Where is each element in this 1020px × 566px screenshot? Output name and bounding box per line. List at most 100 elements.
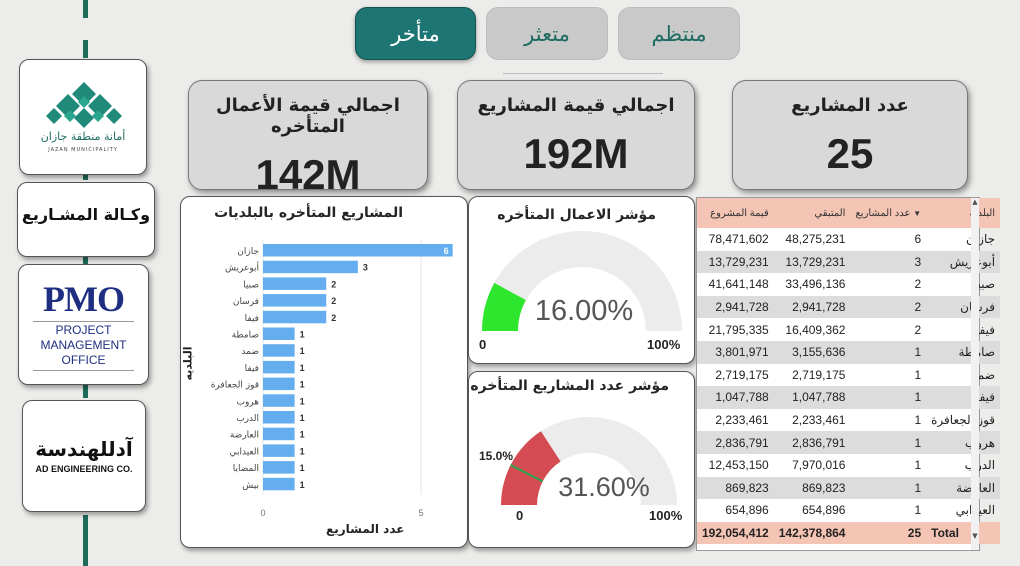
divider-line (83, 0, 88, 18)
table-row[interactable]: 1,047,788 1,047,788 1 فيفا (697, 386, 1001, 409)
category-label: صبيا (243, 280, 259, 290)
bar[interactable] (263, 277, 327, 290)
cell-count: 1 (914, 413, 922, 428)
tab-underline (503, 73, 663, 74)
category-label: أبوعريش (225, 262, 259, 274)
cell-value: 2,836,791 (697, 431, 774, 454)
bar[interactable] (263, 260, 358, 274)
cell-count: 1 (850, 340, 927, 364)
header-name[interactable]: البلدية (926, 198, 1001, 228)
cell-remaining: 2,719,175 (792, 367, 846, 382)
cell-remaining: 3,155,636 (773, 340, 851, 364)
table-row[interactable]: 12,453,150 7,970,016 1 الدرب (697, 454, 1000, 477)
tab-regular[interactable]: منتظم (618, 7, 740, 60)
bar-value-label: 1 (300, 430, 305, 440)
bar[interactable] (263, 394, 295, 407)
x-tick-label: 5 (419, 508, 424, 518)
cell-remaining: 2,836,791 (773, 431, 851, 454)
gauge-late-count-min: 0 (516, 508, 524, 523)
category-label: العيدابي (229, 447, 259, 457)
bar[interactable] (263, 327, 295, 341)
gauge-late-count-title: مؤشر عدد المشاريع المتأخره (470, 378, 669, 394)
cell-value: 654,896 (725, 503, 769, 518)
bar[interactable] (263, 377, 295, 391)
category-label: جازان (237, 247, 259, 257)
kpi-total-value: 192M (523, 130, 629, 177)
cell-value: 3,801,971 (697, 340, 774, 364)
total-remaining: 142,378,864 (773, 521, 851, 545)
cell-remaining: 16,409,362 (785, 322, 846, 337)
bar[interactable] (263, 411, 295, 424)
cell-name: صبيا (973, 277, 996, 292)
kpi-late-value: 142M (255, 151, 361, 198)
kpi-total-value-card: اجمالي قيمة المشاريع 192M (457, 80, 695, 190)
scroll-up-icon[interactable]: ▲ (972, 198, 978, 206)
bar[interactable] (263, 461, 295, 474)
cell-remaining: 869,823 (773, 476, 851, 500)
bar[interactable] (263, 294, 327, 307)
bar-value-label: 1 (300, 346, 305, 356)
bar[interactable] (263, 244, 453, 257)
cell-value: 1,047,788 (697, 386, 774, 409)
kpi-count-title: عدد المشاريع (791, 95, 909, 116)
header-count[interactable]: عدد المشاريع ▼ (850, 198, 927, 228)
bar-value-label: 1 (300, 363, 305, 373)
cell-value: 41,641,148 (708, 277, 769, 292)
bar[interactable] (263, 344, 295, 357)
table-row[interactable]: 2,836,791 2,836,791 1 هروب (697, 431, 1001, 454)
cell-count: 2 (914, 322, 922, 337)
table-row[interactable]: 2,233,461 2,233,461 1 قوز الجعافرة (697, 409, 1000, 432)
table-row[interactable]: 78,471,602 48,275,231 6 جازان (697, 228, 1000, 251)
cell-name: فيفا (926, 386, 1001, 409)
cell-count: 1 (914, 367, 922, 382)
gauge-fill (482, 282, 526, 331)
pmo-logo-line2: MANAGEMENT (40, 338, 127, 352)
header-value[interactable]: قيمة المشروع (697, 198, 774, 228)
header-remaining[interactable]: المتبقي (773, 198, 851, 228)
table-row[interactable]: 2,719,175 2,719,175 1 ضمد (697, 364, 1000, 387)
bar[interactable] (263, 310, 327, 324)
gauge-late-work-min: 0 (479, 337, 487, 352)
gauge-target-marker (510, 464, 544, 483)
category-label: صامطة (232, 331, 259, 341)
table-row[interactable]: 41,641,148 33,496,136 2 صبيا (697, 273, 1000, 296)
bar-chart-panel: المشاريع المتأخره بالبلديات 0 5 جازان 6 أبوع… (180, 196, 468, 548)
tab-stalled-label: متعثر (524, 21, 570, 46)
bar[interactable] (263, 444, 295, 457)
cell-count: 2 (850, 295, 927, 319)
scroll-down-icon[interactable]: ▼ (972, 532, 978, 540)
table-total-row: 192,054,412 142,378,864 25 Total (697, 521, 1001, 545)
gauge-late-work-max: 100% (647, 337, 681, 352)
bar-chart-xlabel: عدد المشاريع (326, 522, 405, 536)
cell-value: 13,729,231 (697, 250, 774, 274)
table-scrollbar[interactable]: ▲ ▼ (971, 198, 979, 550)
cell-value: 2,233,461 (715, 413, 769, 428)
cell-count: 1 (914, 503, 922, 518)
bar-chart-title: المشاريع المتأخره بالبلديات (214, 205, 403, 221)
cell-name: قوز الجعافرة (931, 413, 996, 428)
bar-chart-ylabel: البلديه (181, 346, 195, 381)
category-label: الدرب (236, 414, 259, 424)
cell-remaining: 1,047,788 (773, 386, 851, 409)
cell-remaining: 13,729,231 (773, 250, 851, 274)
cell-name: ضمد (971, 367, 996, 382)
tab-stalled[interactable]: متعثر (486, 7, 608, 60)
category-label: فيفا (245, 364, 259, 374)
table-row[interactable]: 654,896 654,896 1 العيدابي (697, 499, 1000, 522)
table-row[interactable]: 21,795,335 16,409,362 2 فيفا (697, 318, 1000, 341)
bar[interactable] (263, 427, 295, 441)
x-tick-label: 0 (260, 508, 265, 518)
bar[interactable] (263, 360, 295, 374)
cell-remaining: 7,970,016 (792, 458, 846, 473)
cell-name: هروب (926, 431, 1001, 454)
tab-late[interactable]: متأخر (355, 7, 476, 60)
bar[interactable] (263, 477, 295, 491)
cell-remaining: 48,275,231 (785, 232, 846, 247)
cell-count: 1 (850, 476, 927, 500)
cell-name: الدرب (964, 458, 996, 473)
pmo-logo-rule (33, 370, 134, 371)
